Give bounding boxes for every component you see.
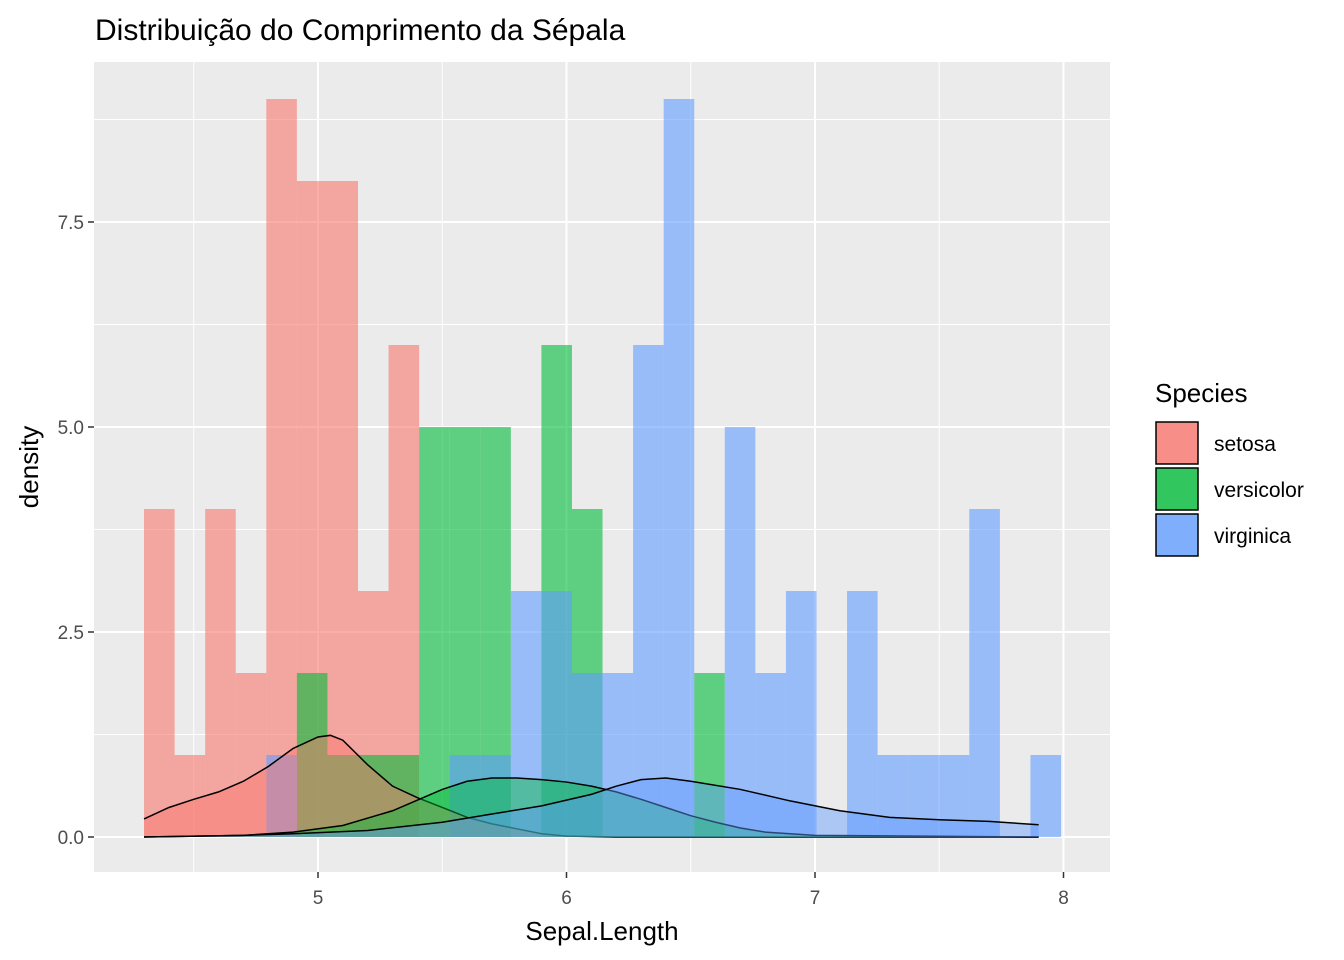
chart-title: Distribuição do Comprimento da Sépala (95, 14, 626, 47)
bar-virginica (571, 673, 603, 837)
bar-virginica (663, 99, 695, 837)
bar-setosa (235, 673, 267, 837)
density-curves (143, 734, 1039, 838)
legend-title: Species (1155, 378, 1248, 408)
bar-setosa (174, 755, 206, 837)
bars-virginica (266, 99, 1062, 837)
bar-virginica (969, 509, 1000, 837)
bar-virginica (847, 591, 878, 837)
bar-virginica (449, 755, 481, 837)
bar-versicolor (419, 427, 450, 837)
bar-virginica (266, 755, 297, 837)
bar-virginica (633, 345, 664, 837)
bar-virginica (724, 427, 756, 837)
y-axis: 0.0 2.5 5.0 7.5 (58, 213, 94, 849)
density-line-setosa (143, 734, 1039, 838)
density-area-versicolor (144, 777, 1039, 837)
bar-virginica (755, 673, 786, 837)
y-axis-title: density (14, 426, 44, 508)
bar-versicolor (296, 673, 328, 837)
bar-virginica (1030, 755, 1062, 837)
legend-swatch-setosa (1155, 421, 1199, 465)
legend-swatch-virginica (1155, 513, 1199, 557)
legend-label-virginica: virginica (1214, 525, 1291, 548)
bar-virginica (480, 755, 511, 837)
bar-virginica (785, 591, 817, 837)
x-tick-label: 5 (313, 888, 324, 909)
bar-versicolor (694, 673, 725, 837)
bar-virginica (908, 755, 939, 837)
y-tick-label: 2.5 (58, 623, 84, 644)
bar-virginica (938, 755, 970, 837)
bar-setosa (144, 509, 175, 837)
bar-setosa (266, 99, 297, 837)
x-axis: 5 6 7 8 (313, 872, 1069, 909)
legend-label-setosa: setosa (1214, 433, 1276, 456)
density-line-versicolor (144, 777, 1039, 838)
bar-setosa (327, 181, 359, 837)
y-tick-label: 0.0 (58, 828, 84, 849)
bar-virginica (541, 591, 572, 837)
bar-versicolor (327, 755, 359, 837)
y-tick-label: 5.0 (58, 418, 84, 439)
density-area-virginica (144, 777, 1039, 837)
bar-setosa (205, 509, 236, 837)
bar-virginica (510, 591, 542, 837)
x-tick-label: 6 (561, 888, 572, 909)
legend-swatch-versicolor (1155, 467, 1199, 511)
x-tick-label: 8 (1058, 888, 1069, 909)
histogram-bars (144, 99, 1062, 837)
legend-label-versicolor: versicolor (1214, 479, 1304, 502)
y-tick-label: 7.5 (58, 213, 84, 234)
x-axis-title: Sepal.Length (525, 916, 678, 946)
bar-virginica (602, 673, 634, 837)
x-tick-label: 7 (810, 888, 821, 909)
bar-virginica (877, 755, 909, 837)
legend: Species setosa versicolor virginica (1155, 378, 1304, 557)
density-area-setosa (144, 735, 1039, 837)
density-line-virginica (144, 777, 1039, 838)
